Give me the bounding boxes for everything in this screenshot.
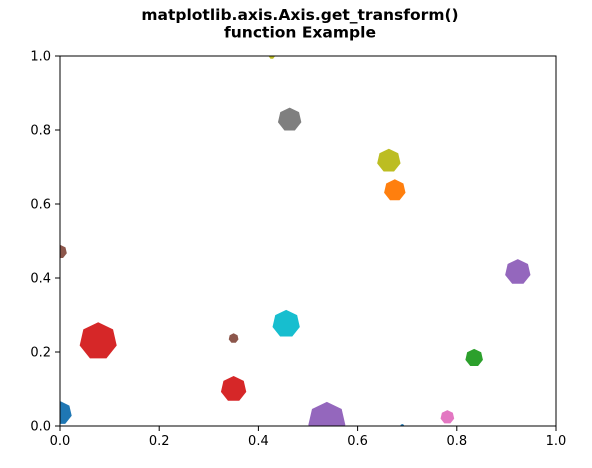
x-tick-label: 0.8 <box>446 434 467 449</box>
plot-frame <box>59 55 557 427</box>
x-tick-label: 1.0 <box>546 434 567 449</box>
y-tick-label: 0.8 <box>30 124 51 139</box>
x-tick-label: 0.4 <box>248 434 269 449</box>
scatter-point <box>60 244 67 259</box>
chart-title-line-2: function Example <box>224 24 376 42</box>
y-tick-label: 1.0 <box>30 50 51 65</box>
x-tick-label: 0.6 <box>347 434 368 449</box>
scatter-point <box>60 401 72 424</box>
x-tick-label: 0.2 <box>149 434 170 449</box>
scatter-point <box>377 148 401 172</box>
scatter-point <box>228 333 239 343</box>
scatter-point <box>272 309 300 337</box>
y-axis: 0.0 0.2 0.4 0.6 0.8 1.0 <box>30 50 60 435</box>
data-points <box>60 56 531 426</box>
x-tick-label: 0.0 <box>50 434 71 449</box>
scatter-point <box>465 348 483 367</box>
x-axis: 0.0 0.2 0.4 0.6 0.8 1.0 <box>50 426 567 449</box>
y-tick-label: 0.4 <box>30 272 51 287</box>
y-tick-label: 0.6 <box>30 198 51 213</box>
scatter-point <box>308 401 346 426</box>
scatter-point <box>79 322 117 359</box>
scatter-point <box>505 259 531 284</box>
chart-title-line-1: matplotlib.axis.Axis.get_transform() <box>141 6 458 24</box>
scatter-point <box>440 410 455 424</box>
scatter-point <box>220 376 247 401</box>
y-tick-label: 0.0 <box>30 420 51 435</box>
scatter-point <box>268 56 275 59</box>
scatter-point <box>384 179 406 201</box>
scatter-point <box>277 107 302 131</box>
y-tick-label: 0.2 <box>30 346 51 361</box>
